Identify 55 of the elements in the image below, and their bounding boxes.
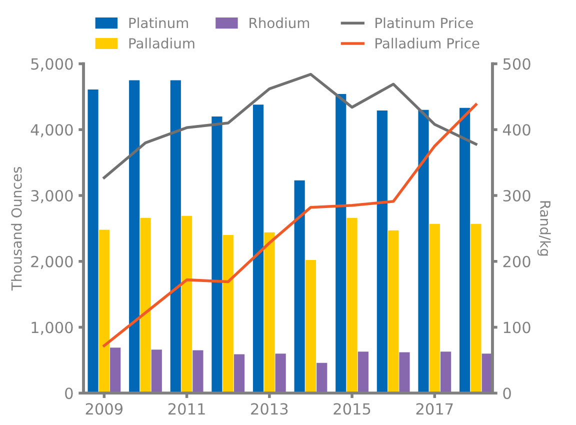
line-series <box>102 103 478 348</box>
bar <box>212 116 222 394</box>
y-tick-label: 5,000 <box>31 58 73 72</box>
y-tick-label: 0 <box>65 388 73 400</box>
bar <box>460 108 470 394</box>
bar <box>88 89 98 394</box>
bar <box>151 350 162 394</box>
y2-tick-label: 0 <box>503 388 511 400</box>
bar <box>399 352 410 394</box>
bar <box>470 224 482 394</box>
bar <box>98 230 110 394</box>
legend-label: Palladium Price <box>376 38 480 49</box>
bar <box>316 362 328 394</box>
bar <box>170 80 181 394</box>
bar <box>264 232 275 394</box>
y2-tick-label: 500 <box>503 58 530 70</box>
bar <box>275 354 286 394</box>
y2-tick-label: 100 <box>504 322 530 334</box>
bar <box>440 352 452 394</box>
x-tick-label: 2013 <box>251 403 288 415</box>
legend-label: Platinum Price <box>376 17 473 28</box>
bar <box>192 350 204 394</box>
y-tick-label: 1,000 <box>32 322 73 335</box>
bar <box>346 218 358 394</box>
bar <box>252 104 264 394</box>
y2-tick-label: 400 <box>502 124 530 136</box>
bar <box>110 348 121 394</box>
legend-label: Platinum <box>129 17 188 28</box>
bar <box>140 218 151 394</box>
bar <box>294 180 305 394</box>
legend-label: Palladium <box>129 38 194 49</box>
bar <box>305 260 316 394</box>
bar <box>418 110 429 394</box>
y2-tick-label: 200 <box>503 256 530 268</box>
x-tick-label: 2009 <box>86 403 123 415</box>
x-tick-label: 2017 <box>416 403 453 415</box>
bar <box>181 216 192 394</box>
bar <box>222 235 234 394</box>
y2-axis-title: Rand/kg <box>537 201 551 256</box>
bar <box>129 80 140 394</box>
y2-tick-label: 300 <box>503 190 530 202</box>
y-tick-label: 2,000 <box>31 256 73 269</box>
line-series <box>102 72 478 180</box>
x-tick-label: 2011 <box>168 403 205 415</box>
bar <box>429 224 440 394</box>
bar <box>234 354 245 394</box>
y-tick-label: 3,000 <box>31 190 73 204</box>
bar <box>336 94 346 394</box>
y-tick-label: 4,000 <box>30 124 73 138</box>
legend-label: Rhodium <box>250 17 310 28</box>
bar <box>376 110 388 394</box>
bar <box>388 230 399 394</box>
y-axis-title: Thousand Ounces <box>11 166 22 291</box>
bar <box>358 352 368 394</box>
x-tick-label: 2015 <box>334 403 370 415</box>
